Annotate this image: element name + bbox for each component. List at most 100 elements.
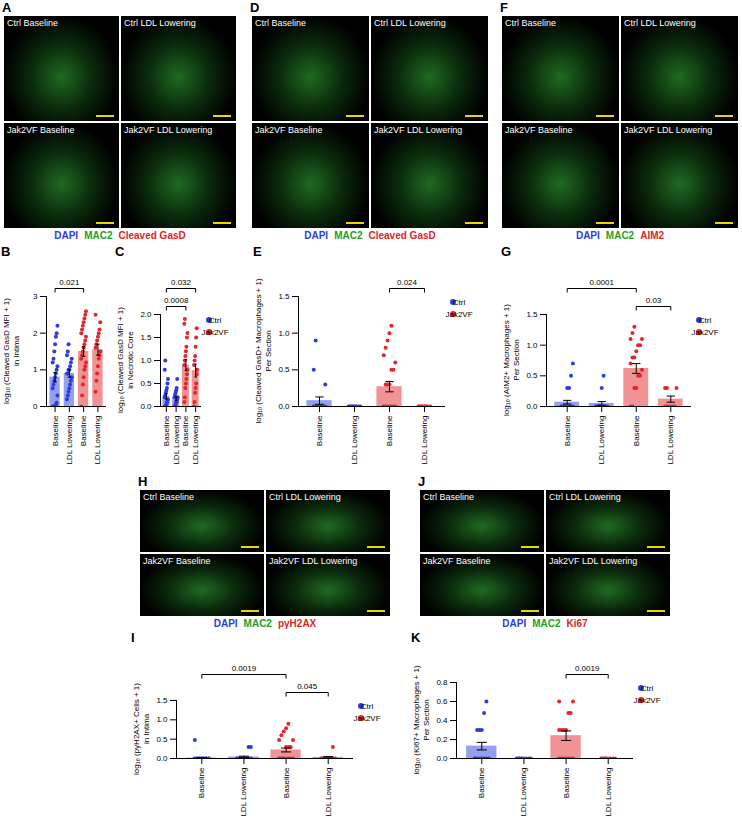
html-text:G: G: [501, 244, 512, 259]
html-text:DAPI: DAPI: [54, 230, 79, 241]
svg-text:Ctrl: Ctrl: [209, 316, 222, 325]
html-text:DAPI: DAPI: [213, 618, 238, 629]
svg-text:log₁₀ (AIM2+ Macrophages + 1): log₁₀ (AIM2+ Macrophages + 1): [502, 304, 511, 416]
svg-text:0.0008: 0.0008: [164, 296, 189, 305]
svg-text:Baseline: Baseline: [51, 415, 60, 446]
svg-text:Baseline: Baseline: [197, 767, 206, 798]
svg-text:0: 0: [33, 402, 38, 411]
svg-text:1.0: 1.0: [278, 329, 290, 338]
html-text:DAPI: DAPI: [502, 618, 527, 629]
svg-text:Per Section: Per Section: [422, 699, 431, 740]
svg-text:0.0: 0.0: [140, 402, 152, 411]
svg-text:log₁₀ (Cleaved GasD MFI + 1): log₁₀ (Cleaved GasD MFI + 1): [2, 298, 11, 404]
svg-text:0.0: 0.0: [526, 402, 538, 411]
svg-text:in Intima: in Intima: [142, 713, 151, 744]
svg-text:in Intima: in Intima: [12, 335, 21, 366]
svg-text:0.0019: 0.0019: [232, 664, 257, 673]
svg-text:log₁₀ (Ki67+ Macrophages + 1): log₁₀ (Ki67+ Macrophages + 1): [412, 665, 421, 775]
svg-text:LDL Lowering: LDL Lowering: [350, 416, 359, 465]
svg-text:LDL Lowering: LDL Lowering: [93, 416, 102, 465]
svg-text:1.0: 1.0: [526, 341, 538, 350]
svg-text:0.4: 0.4: [436, 716, 448, 725]
svg-text:Jak2VF: Jak2VF: [691, 328, 718, 337]
svg-text:1.5: 1.5: [278, 292, 290, 301]
svg-text:1.0: 1.0: [140, 356, 152, 365]
html-text:Ki67: Ki67: [566, 618, 588, 629]
svg-text:LDL Lowering: LDL Lowering: [604, 768, 613, 817]
svg-text:LDL Lowering: LDL Lowering: [324, 768, 333, 817]
svg-text:Jak2VF: Jak2VF: [633, 696, 660, 705]
svg-text:Baseline: Baseline: [562, 767, 571, 798]
html-text:AIM2: AIM2: [640, 230, 665, 241]
svg-text:Baseline: Baseline: [563, 415, 572, 446]
html-text:MAC2: MAC2: [84, 230, 113, 241]
svg-text:Jak2VF: Jak2VF: [201, 328, 228, 337]
svg-text:0.5: 0.5: [278, 365, 290, 374]
svg-text:LDL Lowering: LDL Lowering: [519, 768, 528, 817]
svg-text:1.0: 1.0: [156, 715, 168, 724]
svg-text:1.5: 1.5: [526, 310, 538, 319]
svg-text:Jak2VF: Jak2VF: [445, 310, 472, 319]
svg-text:0.03: 0.03: [646, 296, 662, 305]
html-text:Ctrl LDL Lowering: Ctrl LDL Lowering: [124, 18, 196, 28]
svg-text:0.045: 0.045: [297, 682, 318, 691]
html-text:DAPI: DAPI: [304, 230, 329, 241]
svg-text:Ctrl: Ctrl: [453, 298, 466, 307]
svg-text:Ctrl: Ctrl: [361, 702, 374, 711]
svg-text:0.5: 0.5: [140, 379, 152, 388]
html-text:MAC2: MAC2: [243, 618, 272, 629]
html-text:pγH2AX: pγH2AX: [277, 618, 317, 629]
html-text:MAC2: MAC2: [605, 230, 635, 241]
svg-text:LDL Lowering: LDL Lowering: [65, 416, 74, 465]
svg-text:1.5: 1.5: [140, 333, 152, 342]
svg-text:Per Section: Per Section: [264, 330, 273, 371]
html-text:Ctrl Baseline: Ctrl Baseline: [7, 18, 58, 28]
svg-text:log₁₀ (pγH2AX+ Cells + 1): log₁₀ (pγH2AX+ Cells + 1): [132, 683, 141, 775]
svg-text:1.5: 1.5: [156, 696, 168, 705]
svg-text:Ctrl: Ctrl: [699, 316, 712, 325]
svg-text:0.021: 0.021: [59, 278, 80, 287]
svg-text:Baseline: Baseline: [181, 415, 190, 446]
svg-text:0.5: 0.5: [156, 735, 168, 744]
html-text:Cleaved GasD: Cleaved GasD: [368, 230, 436, 241]
svg-text:0.8: 0.8: [436, 678, 448, 687]
svg-text:0.5: 0.5: [526, 371, 538, 380]
svg-text:0.0: 0.0: [278, 402, 290, 411]
svg-text:0.2: 0.2: [436, 735, 448, 744]
svg-text:Per Section: Per Section: [512, 339, 521, 380]
html-text:A: A: [2, 0, 12, 15]
svg-text:Baseline: Baseline: [385, 415, 394, 446]
svg-text:LDL Lowering: LDL Lowering: [666, 416, 675, 465]
svg-text:Jak2VF: Jak2VF: [353, 714, 380, 723]
html-text:DAPI: DAPI: [575, 230, 600, 241]
svg-text:LDL Lowering: LDL Lowering: [420, 416, 429, 465]
svg-text:in Necrotic Core: in Necrotic Core: [126, 331, 135, 389]
svg-text:2: 2: [33, 329, 38, 338]
svg-text:0.0: 0.0: [156, 754, 168, 763]
svg-text:log₁₀ (Cleaved GasD+ Macrophag: log₁₀ (Cleaved GasD+ Macrophages + 1): [254, 278, 263, 424]
html-text:MAC2: MAC2: [532, 618, 561, 629]
html-text:Cleaved GasD: Cleaved GasD: [118, 230, 186, 241]
svg-text:LDL Lowering: LDL Lowering: [191, 416, 200, 465]
svg-text:LDL Lowering: LDL Lowering: [597, 416, 606, 465]
svg-text:log₁₀ (Cleaved GasD MFI + 1): log₁₀ (Cleaved GasD MFI + 1): [116, 307, 125, 413]
svg-text:0.6: 0.6: [436, 697, 448, 706]
svg-text:Baseline: Baseline: [162, 415, 171, 446]
svg-text:0.0: 0.0: [436, 754, 448, 763]
svg-text:Baseline: Baseline: [79, 415, 88, 446]
svg-text:Baseline: Baseline: [477, 767, 486, 798]
svg-text:LDL Lowering: LDL Lowering: [172, 416, 181, 465]
svg-text:Ctrl: Ctrl: [641, 684, 654, 693]
html-text:MAC2: MAC2: [334, 230, 363, 241]
svg-text:3: 3: [33, 292, 38, 301]
svg-text:Baseline: Baseline: [282, 767, 291, 798]
svg-text:0.024: 0.024: [397, 278, 418, 287]
svg-text:Baseline: Baseline: [632, 415, 641, 446]
svg-text:0.0019: 0.0019: [575, 664, 600, 673]
svg-text:LDL Lowering: LDL Lowering: [239, 768, 248, 817]
svg-text:0.0001: 0.0001: [590, 278, 615, 287]
svg-text:1: 1: [33, 365, 38, 374]
svg-text:Baseline: Baseline: [315, 415, 324, 446]
svg-text:2.0: 2.0: [140, 310, 152, 319]
svg-text:0.032: 0.032: [171, 278, 192, 287]
